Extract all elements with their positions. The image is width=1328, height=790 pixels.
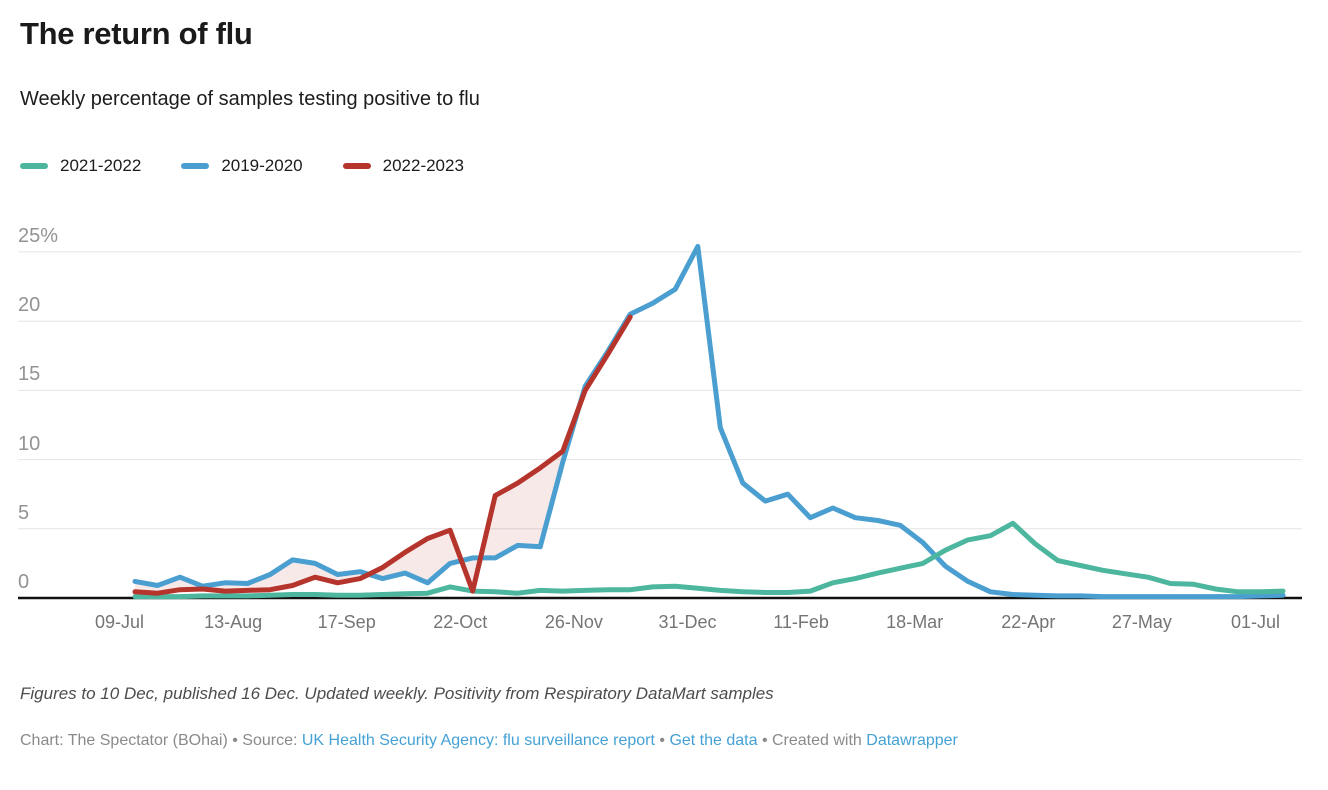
x-tick-label-26-Nov: 26-Nov: [544, 612, 603, 632]
y-tick-label-25: 25%: [18, 224, 59, 247]
x-tick-label-31-Dec: 31-Dec: [658, 612, 717, 632]
byline-text: Chart: The Spectator (BOhai) • Source:: [20, 732, 302, 749]
byline-link[interactable]: Get the data: [669, 732, 758, 749]
chart-subtitle: Weekly percentage of samples testing pos…: [20, 88, 480, 110]
legend-label: 2022-2023: [382, 156, 464, 175]
series-line-2021-2022[interactable]: [132, 520, 1286, 600]
legend-item-2019-2020: 2019-2020: [181, 156, 303, 176]
legend-item-2022-2023: 2022-2023: [342, 156, 464, 176]
x-tick-label-13-Aug: 13-Aug: [204, 612, 263, 632]
fill-between-red-blue: [135, 314, 631, 594]
y-tick-label-20: 20: [18, 294, 41, 317]
legend-swatch-icon: [342, 163, 371, 169]
series-line-2022-2023[interactable]: [132, 314, 633, 596]
y-tick-label-0: 0: [18, 571, 30, 593]
x-tick-label-18-Mar: 18-Mar: [886, 612, 944, 632]
byline-link[interactable]: UK Health Security Agency: flu surveilla…: [301, 732, 655, 749]
legend-swatch-icon: [20, 163, 48, 169]
byline-text: • Created with: [757, 732, 867, 749]
x-tick-label-22-Oct: 22-Oct: [433, 612, 488, 632]
x-tick-label-11-Feb: 11-Feb: [773, 612, 829, 632]
legend-label: 2019-2020: [221, 156, 303, 175]
legend-swatch-icon: [181, 163, 210, 169]
page-title: The return of flu: [20, 16, 253, 51]
y-tick-label-10: 10: [18, 432, 41, 455]
x-tick-label-27-May: 27-May: [1111, 612, 1172, 632]
series-line-2019-2020[interactable]: [132, 243, 1286, 600]
x-tick-label-22-Apr: 22-Apr: [1001, 612, 1056, 632]
x-tick-label-01-Jul: 01-Jul: [1230, 612, 1281, 632]
y-tick-label-5: 5: [18, 501, 30, 524]
x-tick-label-09-Jul: 09-Jul: [94, 612, 145, 632]
x-tick-label-17-Sep: 17-Sep: [317, 612, 376, 632]
byline-link[interactable]: Datawrapper: [866, 732, 958, 749]
y-tick-label-15: 15: [18, 363, 41, 386]
legend-label: 2021-2022: [60, 156, 142, 175]
byline-text: •: [654, 732, 670, 749]
chart-byline: Chart: The Spectator (BOhai) • Source: U…: [20, 732, 958, 750]
chart-legend: 2021-2022 2019-2020 2022-2023: [20, 156, 504, 176]
legend-item-2021-2022: 2021-2022: [20, 156, 141, 176]
chart-footnote: Figures to 10 Dec, published 16 Dec. Upd…: [20, 684, 774, 703]
